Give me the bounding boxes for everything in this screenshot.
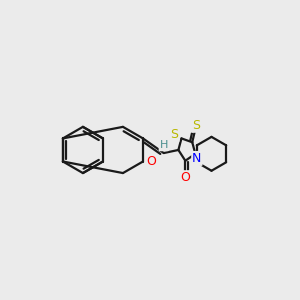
Text: H: H xyxy=(160,140,168,150)
Text: N: N xyxy=(192,152,202,165)
Text: O: O xyxy=(180,171,190,184)
Text: S: S xyxy=(192,119,200,132)
Text: O: O xyxy=(146,155,156,168)
Text: S: S xyxy=(170,128,178,141)
